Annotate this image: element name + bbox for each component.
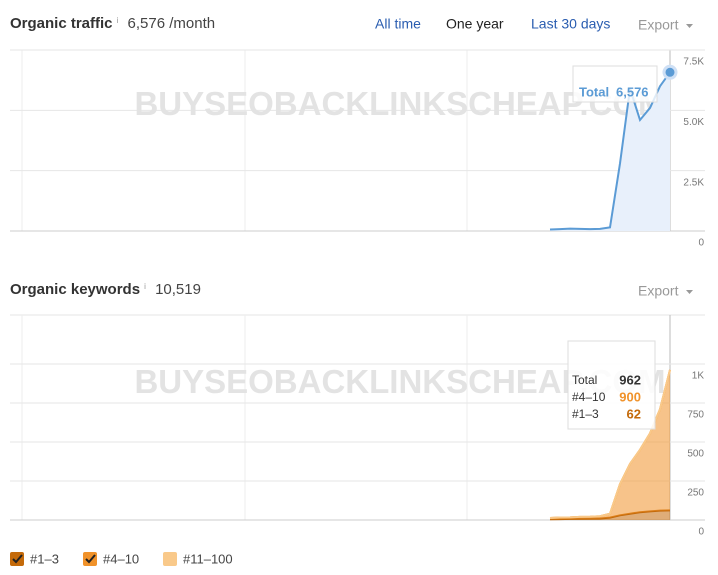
tooltip-label: Total <box>572 373 597 387</box>
tooltip-label: Total <box>579 84 609 99</box>
info-icon: i <box>117 16 119 25</box>
tooltip-label: #4–10 <box>572 390 606 404</box>
y-tick-label: 250 <box>687 488 704 499</box>
tooltip-value: 62 <box>627 406 641 421</box>
y-tick-label: 1K <box>692 371 705 382</box>
export-button[interactable]: Export <box>638 283 679 299</box>
legend-label: #4–10 <box>103 551 139 566</box>
y-tick-label: 0 <box>698 238 704 249</box>
legend-label: #1–3 <box>30 551 59 566</box>
y-tick-label: 500 <box>687 449 704 460</box>
legend-check <box>85 554 96 564</box>
tooltip-box <box>572 65 658 103</box>
range-button[interactable]: Last 30 days <box>531 16 610 32</box>
legend-label: #11–100 <box>183 551 233 566</box>
area-fill <box>550 72 670 232</box>
summary: 10,519 <box>155 281 201 298</box>
y-tick-label: 7.5K <box>683 57 704 68</box>
legend-swatch[interactable] <box>10 552 24 566</box>
y-tick-label: 750 <box>687 410 704 421</box>
area-fill <box>550 369 670 520</box>
tooltip-label: #1–3 <box>572 407 599 421</box>
y-tick-label: 0 <box>698 527 704 538</box>
chart-title: Organic keywords <box>10 281 140 298</box>
y-tick-label: 2.5K <box>683 177 704 188</box>
tooltip-value: 900 <box>619 389 641 404</box>
legend-swatch[interactable] <box>163 552 177 566</box>
summary: 6,576 /month <box>128 15 216 32</box>
legend-check <box>12 554 23 564</box>
range-button[interactable]: All time <box>375 16 421 32</box>
export-caret <box>686 24 693 28</box>
end-point <box>662 64 678 80</box>
area-line <box>549 369 671 519</box>
range-button[interactable]: One year <box>446 16 504 32</box>
export-button[interactable]: Export <box>638 17 679 33</box>
legend-swatch[interactable] <box>83 552 97 566</box>
tooltip-value: 6,576 <box>616 84 649 99</box>
line <box>549 71 671 231</box>
info-icon: i <box>144 282 146 291</box>
tooltip-box <box>567 340 656 430</box>
y-tick-label: 5.0K <box>683 117 704 128</box>
export-caret <box>686 290 693 294</box>
tooltip-value: 962 <box>619 372 641 387</box>
chart-title: Organic traffic <box>10 15 113 32</box>
